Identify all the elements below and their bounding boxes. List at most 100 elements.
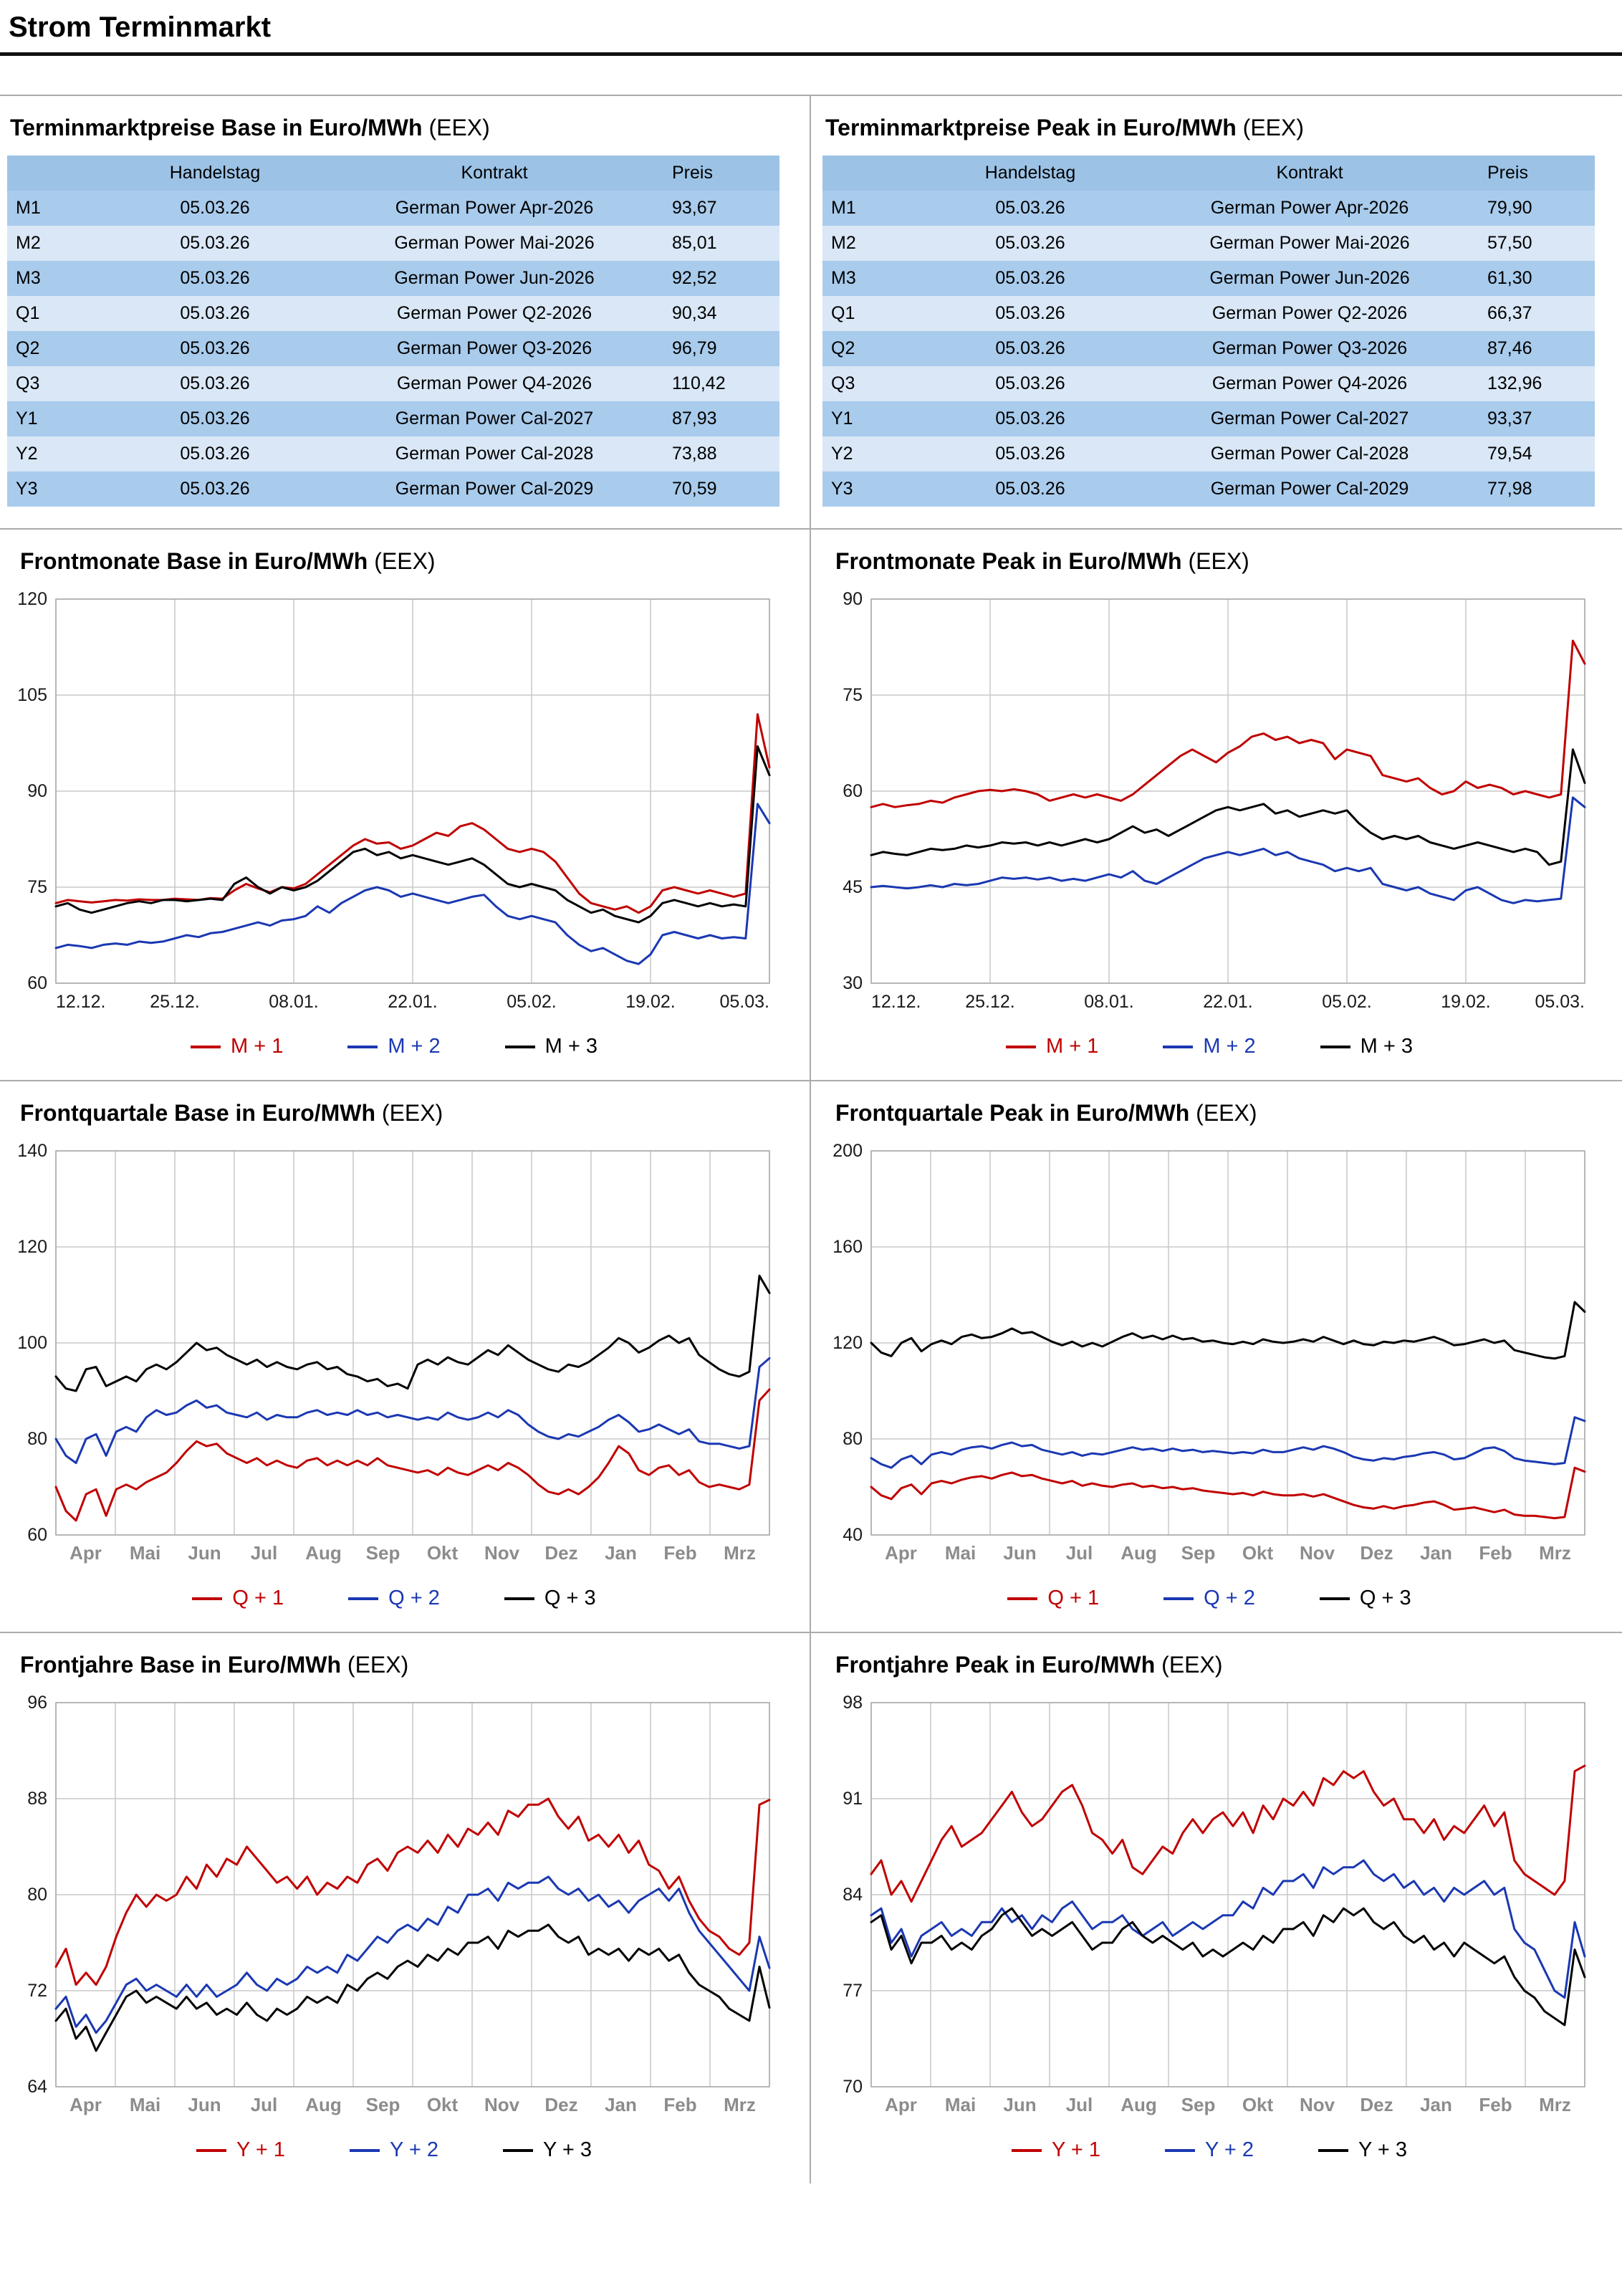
x-tick-label: 05.02. [1322, 992, 1372, 1012]
y-tick-label: 105 [17, 685, 47, 705]
x-tick-label: Mai [130, 2094, 160, 2115]
chart-canvas: 40 80 120 160 200 Apr Mai Jun Jul Aug Sep Okt Nov Dez… [832, 1141, 1586, 1564]
legend-label: Q + 1 [232, 1587, 284, 1609]
table-cell: 05.03.26 [180, 373, 250, 393]
table-cell: German Power Cal-2027 [395, 408, 594, 429]
x-tick-label: Dez [544, 2094, 577, 2115]
series-line-Y+3 [54, 1923, 771, 2052]
table-cell: 05.03.26 [995, 233, 1065, 253]
frontjahre-base-chart: 64 72 80 88 96 Apr Mai Jun Jul Aug Sep Okt Nov Dez Jan… [7, 1693, 781, 2131]
frontjahre-section: Frontjahre Base in Euro/MWh (EEX) 64 72 80… [0, 1632, 1622, 2183]
table-cell: 79,90 [1487, 198, 1532, 218]
legend-item: Q + 3 [504, 1587, 596, 1610]
series-line-Q+2 [54, 1357, 771, 1464]
legend-swatch [504, 1597, 534, 1600]
base-table-title-text: Terminmarktpreise Base in Euro/MWh [10, 115, 423, 140]
peak-table-title: Terminmarktpreise Peak in Euro/MWh (EEX) [825, 115, 1602, 141]
x-tick-label: Jan [605, 2094, 637, 2115]
y-tick-label: 30 [843, 973, 863, 993]
y-tick-label: 40 [843, 1525, 863, 1545]
legend-item: M + 2 [1163, 1035, 1256, 1058]
x-tick-label: Nov [1300, 2094, 1335, 2115]
series-line-Q+1 [54, 1388, 771, 1522]
table-cell: Q3 [16, 373, 40, 393]
x-tick-label: Jan [605, 1542, 637, 1564]
table-cell: M3 [831, 268, 856, 288]
chart-title-suffix: (EEX) [1196, 1100, 1257, 1126]
table-cell: German Power Q2-2026 [396, 303, 592, 323]
series-line-Y+2 [54, 1875, 771, 2034]
series-line-Q+2 [870, 1416, 1586, 1469]
frontquartale-peak-title: Frontquartale Peak in Euro/MWh (EEX) [835, 1100, 1602, 1127]
x-tick-label: Jul [1066, 2094, 1093, 2115]
y-tick-label: 90 [843, 589, 863, 609]
table-cell: 05.03.26 [995, 408, 1065, 429]
series-line-M+3 [870, 748, 1586, 866]
chart-title-text: Frontjahre Base in Euro/MWh [20, 1652, 342, 1678]
base-price-table: Handelstag Kontrakt Preis M1 05.03.26 German … [7, 156, 779, 507]
table-cell: 70,59 [672, 479, 717, 499]
chart-title-suffix: (EEX) [1188, 548, 1249, 574]
x-tick-label: Sep [366, 1542, 400, 1564]
legend-label: M + 3 [544, 1035, 598, 1058]
table-cell: Y3 [831, 479, 853, 499]
peak-price-table: Handelstag Kontrakt Preis M1 05.03.26 German … [822, 156, 1595, 507]
report-body: Terminmarktpreise Base in Euro/MWh (EEX)… [0, 95, 1622, 2183]
legend-swatch [1163, 1045, 1194, 1048]
plot-frame [55, 598, 770, 984]
x-tick-label: Feb [1479, 1542, 1512, 1564]
table-row: M2 05.03.26 German Power Mai-2026 85,01 [7, 226, 779, 261]
frontmonate-peak-panel: Frontmonate Peak in Euro/MWh (EEX) 30 45 6… [810, 530, 1619, 1080]
y-tick-label: 120 [832, 1333, 863, 1353]
series-line-Q+3 [54, 1274, 771, 1392]
x-tick-label: Aug [305, 2094, 342, 2115]
chart-title-suffix: (EEX) [381, 1100, 443, 1126]
table-cell: M1 [831, 198, 856, 218]
chart-canvas: 60 75 90 105 120 12.12. 25.12. 08.01. 22.01. 05.0… [17, 589, 771, 1012]
column-header: Preis [672, 163, 713, 183]
table-cell: 92,52 [672, 268, 717, 288]
chart-canvas: 60 80 100 120 140 Apr Mai Jun Jul Aug Sep Okt Nov Dez… [17, 1141, 771, 1564]
table-cell: 93,67 [672, 198, 717, 218]
y-tick-label: 60 [843, 781, 863, 801]
table-cell: 93,37 [1487, 408, 1532, 429]
frontquartale-section: Frontquartale Base in Euro/MWh (EEX) 60 8… [0, 1080, 1622, 1632]
y-tick-label: 45 [843, 877, 863, 897]
legend-item: Q + 1 [1007, 1587, 1099, 1610]
column-header: Handelstag [169, 163, 261, 183]
table-cell: German Power Q3-2026 [1211, 338, 1408, 358]
table-cell: German Power Mai-2026 [1209, 233, 1410, 253]
table-cell: 05.03.26 [995, 303, 1065, 323]
legend-label: M + 2 [388, 1035, 441, 1058]
table-cell: M2 [16, 233, 41, 253]
legend-item: M + 2 [347, 1035, 441, 1058]
column-header [7, 156, 107, 191]
legend-item: Y + 2 [350, 2138, 438, 2162]
table-cell: German Power Apr-2026 [1210, 198, 1409, 218]
table-cell: M1 [16, 198, 41, 218]
x-tick-label: Jul [251, 2094, 278, 2115]
x-tick-label: 05.03. [1535, 992, 1585, 1012]
frontmonate-section: Frontmonate Base in Euro/MWh (EEX) 60 75 9… [0, 528, 1622, 1080]
x-tick-label: Sep [366, 2094, 400, 2115]
chart-title-text: Frontmonate Peak in Euro/MWh [835, 548, 1182, 574]
table-cell: 61,30 [1487, 268, 1532, 288]
column-header: Kontrakt [1276, 163, 1343, 183]
frontjahre-peak-panel: Frontjahre Peak in Euro/MWh (EEX) 70 77 84… [810, 1633, 1619, 2183]
legend-item: Q + 2 [348, 1587, 440, 1610]
legend-swatch [1163, 1597, 1194, 1600]
legend-label: Y + 3 [1358, 2138, 1407, 2161]
table-cell: 96,79 [672, 338, 717, 358]
x-tick-label: Dez [1360, 2094, 1393, 2115]
legend-swatch [1318, 2148, 1348, 2152]
table-row: M3 05.03.26 German Power Jun-2026 61,30 [822, 261, 1595, 296]
x-tick-label: Mrz [724, 1542, 756, 1564]
frontquartale-base-chart: 60 80 100 120 140 Apr Mai Jun Jul Aug Sep Okt Nov Dez… [7, 1141, 781, 1579]
x-tick-label: 08.01. [269, 992, 319, 1012]
x-tick-label: Sep [1181, 2094, 1216, 2115]
legend-swatch [1012, 2148, 1042, 2152]
y-tick-label: 90 [27, 781, 47, 801]
legend-item: Y + 3 [1318, 2138, 1407, 2162]
x-tick-label: Dez [1360, 1542, 1393, 1564]
series-line-M+2 [54, 803, 771, 965]
